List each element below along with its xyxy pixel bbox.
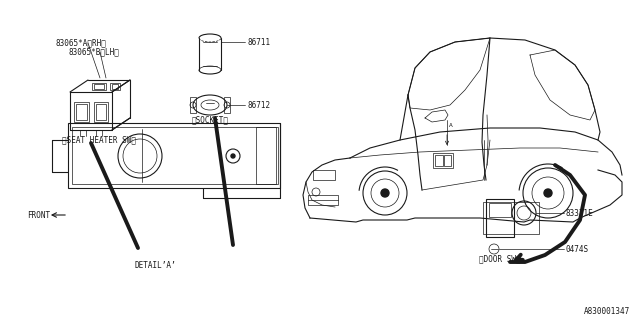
Bar <box>94 84 104 89</box>
Text: 83065*B〈LH〉: 83065*B〈LH〉 <box>68 47 119 57</box>
Circle shape <box>544 189 552 197</box>
Circle shape <box>231 154 235 158</box>
Text: 0474S: 0474S <box>566 244 589 253</box>
Bar <box>435 155 443 166</box>
Bar <box>444 155 451 166</box>
Text: DETAIL’A’: DETAIL’A’ <box>134 260 176 269</box>
Bar <box>96 104 106 120</box>
Text: 〈SEAT HEATER SW〉: 〈SEAT HEATER SW〉 <box>62 135 136 145</box>
Bar <box>110 83 120 90</box>
Bar <box>74 102 89 122</box>
Bar <box>72 127 276 184</box>
Text: FRONT: FRONT <box>27 211 50 220</box>
Bar <box>313 170 335 180</box>
Text: A830001347: A830001347 <box>584 308 630 316</box>
Text: 〈DOOR SW〉: 〈DOOR SW〉 <box>479 254 521 263</box>
Bar <box>308 195 338 205</box>
Circle shape <box>381 189 389 197</box>
Bar <box>92 83 106 90</box>
Text: 83065*A〈RH〉: 83065*A〈RH〉 <box>55 38 106 47</box>
Bar <box>94 102 108 122</box>
Bar <box>433 153 453 168</box>
Bar <box>76 104 87 120</box>
Text: 86711: 86711 <box>247 37 270 46</box>
Bar <box>190 97 196 113</box>
Text: 86712: 86712 <box>247 100 270 109</box>
Bar <box>486 199 514 237</box>
Text: A: A <box>449 123 452 127</box>
Bar <box>483 202 539 234</box>
Bar <box>489 203 511 217</box>
Bar <box>112 84 118 89</box>
Text: 83331E: 83331E <box>566 209 594 218</box>
Bar <box>256 127 278 184</box>
Bar <box>224 97 230 113</box>
Bar <box>68 123 280 188</box>
Text: 〈SOCKET〉: 〈SOCKET〉 <box>192 116 229 124</box>
